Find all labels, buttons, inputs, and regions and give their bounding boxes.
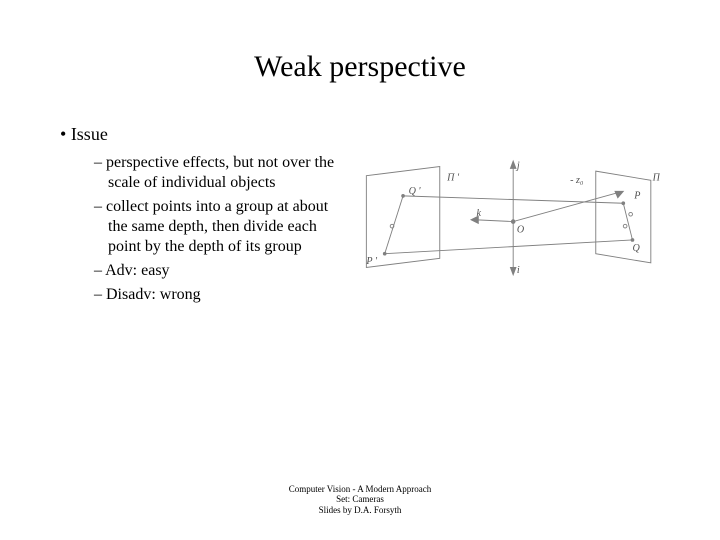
label-p-prime: P ': [365, 256, 377, 267]
label-j: j: [515, 160, 520, 171]
label-i: i: [517, 265, 520, 276]
label-p: P: [633, 191, 640, 202]
bullet-issue: Issue: [60, 124, 348, 145]
footer-line-1: Computer Vision - A Modern Approach: [0, 484, 720, 495]
label-q-prime: Q ': [409, 186, 422, 197]
subbullet-1: perspective effects, but not over the sc…: [94, 153, 348, 193]
label-z0: - z₀: [570, 175, 584, 186]
footer-line-2: Set: Cameras: [0, 494, 720, 505]
label-k: k: [476, 208, 481, 219]
weak-perspective-diagram: Π ' Π₀ Q ' P ' j k i O - z₀ P Q: [348, 142, 660, 292]
slide-footer: Computer Vision - A Modern Approach Set:…: [0, 484, 720, 516]
text-column: Issue perspective effects, but not over …: [60, 124, 348, 309]
subbullet-2: collect points into a group at about the…: [94, 197, 348, 257]
slide-title: Weak perspective: [60, 50, 660, 84]
footer-line-3: Slides by D.A. Forsyth: [0, 505, 720, 516]
subbullet-4: Disadv: wrong: [94, 285, 348, 305]
label-pi-zero: Π₀: [652, 172, 660, 183]
label-pi-prime: Π ': [446, 172, 460, 183]
diagram-column: Π ' Π₀ Q ' P ' j k i O - z₀ P Q: [348, 124, 660, 292]
label-o: O: [517, 225, 525, 236]
label-q: Q: [632, 243, 640, 254]
content-row: Issue perspective effects, but not over …: [60, 124, 660, 309]
subbullet-3: Adv: easy: [94, 261, 348, 281]
slide-container: Weak perspective Issue perspective effec…: [0, 0, 720, 540]
